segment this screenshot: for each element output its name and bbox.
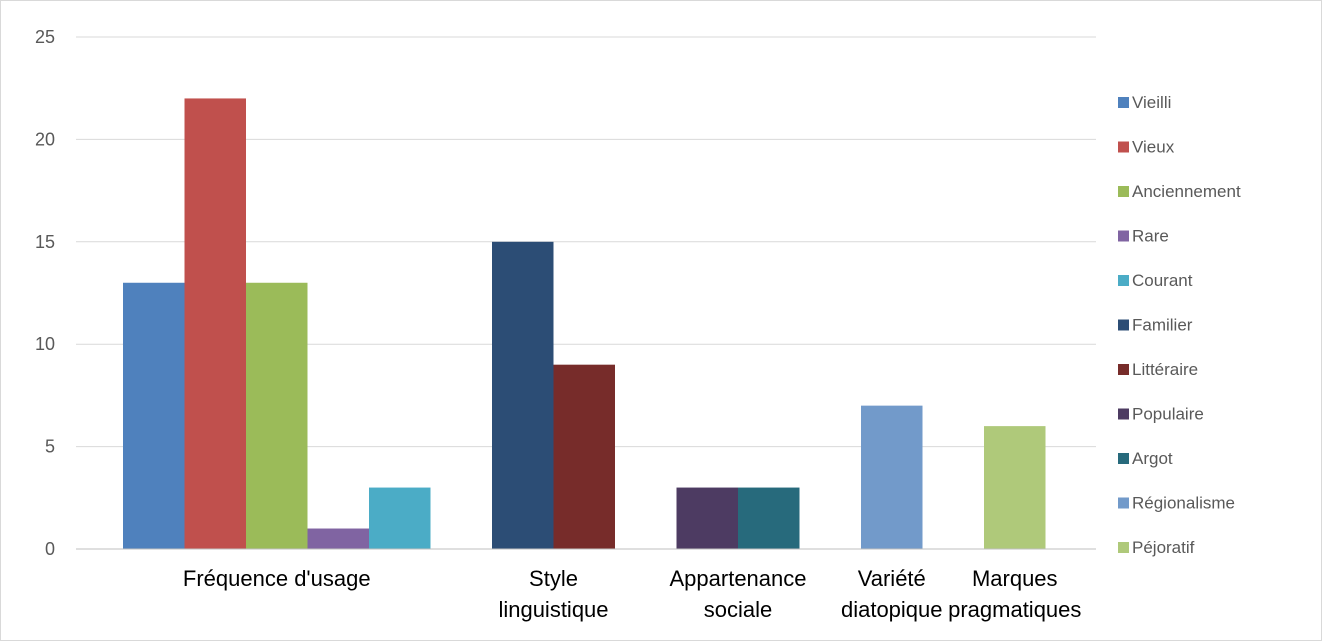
bar-vieux [184, 98, 246, 549]
legend-swatch [1118, 230, 1129, 242]
legend-label: Péjoratif [1132, 538, 1195, 557]
bar-regionalisme [861, 405, 923, 549]
y-tick-label: 10 [35, 334, 55, 354]
bar-rare [307, 528, 369, 549]
y-axis-ticks: 0 5 10 15 20 25 [35, 27, 55, 559]
category-label: Fréquence d'usage [183, 566, 371, 591]
legend-item-vieux: Vieux [1118, 138, 1175, 157]
legend-label: Vieux [1132, 138, 1175, 157]
legend-swatch [1118, 186, 1129, 197]
legend-swatch [1118, 497, 1129, 509]
legend-swatch [1118, 97, 1129, 108]
legend-item-litteraire: Littéraire [1118, 360, 1198, 379]
bar-pejoratif [984, 426, 1046, 549]
y-tick-label: 5 [45, 437, 55, 457]
bar-populaire [676, 487, 738, 549]
legend-label: Littéraire [1132, 360, 1198, 379]
legend-item-courant: Courant [1118, 271, 1193, 290]
category-label: Marques [972, 566, 1058, 591]
legend-item-rare: Rare [1118, 227, 1169, 246]
y-tick-label: 25 [35, 27, 55, 47]
legend-swatch [1118, 141, 1129, 153]
category-label: pragmatiques [948, 597, 1081, 622]
legend-swatch [1118, 275, 1129, 286]
bar-courant [369, 487, 431, 549]
legend-label: Courant [1132, 271, 1193, 290]
y-tick-label: 15 [35, 232, 55, 252]
category-label: Appartenance [670, 566, 807, 591]
y-tick-label: 20 [35, 129, 55, 149]
category-label: sociale [704, 597, 772, 622]
legend-label: Régionalisme [1132, 494, 1235, 513]
legend-swatch [1118, 542, 1129, 553]
legend-label: Vieilli [1132, 93, 1171, 112]
category-label: diatopique [841, 597, 943, 622]
bar-litteraire [553, 364, 615, 549]
legend-label: Populaire [1132, 405, 1204, 424]
legend-label: Anciennement [1132, 182, 1241, 201]
legend: Vieilli Vieux Anciennement Rare Courant Famil… [1118, 93, 1241, 557]
legend-item-populaire: Populaire [1118, 405, 1204, 424]
legend-item-anciennement: Anciennement [1118, 182, 1241, 201]
legend-swatch [1118, 408, 1129, 420]
legend-label: Rare [1132, 227, 1169, 246]
legend-item-regionalisme: Régionalisme [1118, 494, 1235, 513]
category-label: Variété [858, 566, 926, 591]
y-tick-label: 0 [45, 539, 55, 559]
legend-item-familier: Familier [1118, 316, 1193, 335]
category-label: Style [529, 566, 578, 591]
bars [123, 98, 1046, 550]
legend-item-argot: Argot [1118, 449, 1173, 468]
category-labels: Fréquence d'usage Style linguistique Appart… [183, 566, 1081, 622]
legend-swatch [1118, 453, 1129, 464]
legend-item-vieilli: Vieilli [1118, 93, 1171, 112]
legend-swatch [1118, 364, 1129, 375]
legend-swatch [1118, 319, 1129, 331]
bar-familier [492, 241, 554, 550]
bar-vieilli [123, 282, 185, 549]
category-label: linguistique [498, 597, 608, 622]
legend-item-pejoratif: Péjoratif [1118, 538, 1195, 557]
legend-label: Familier [1132, 316, 1193, 335]
legend-label: Argot [1132, 449, 1173, 468]
bar-anciennement [246, 282, 308, 549]
bar-argot [738, 487, 800, 549]
